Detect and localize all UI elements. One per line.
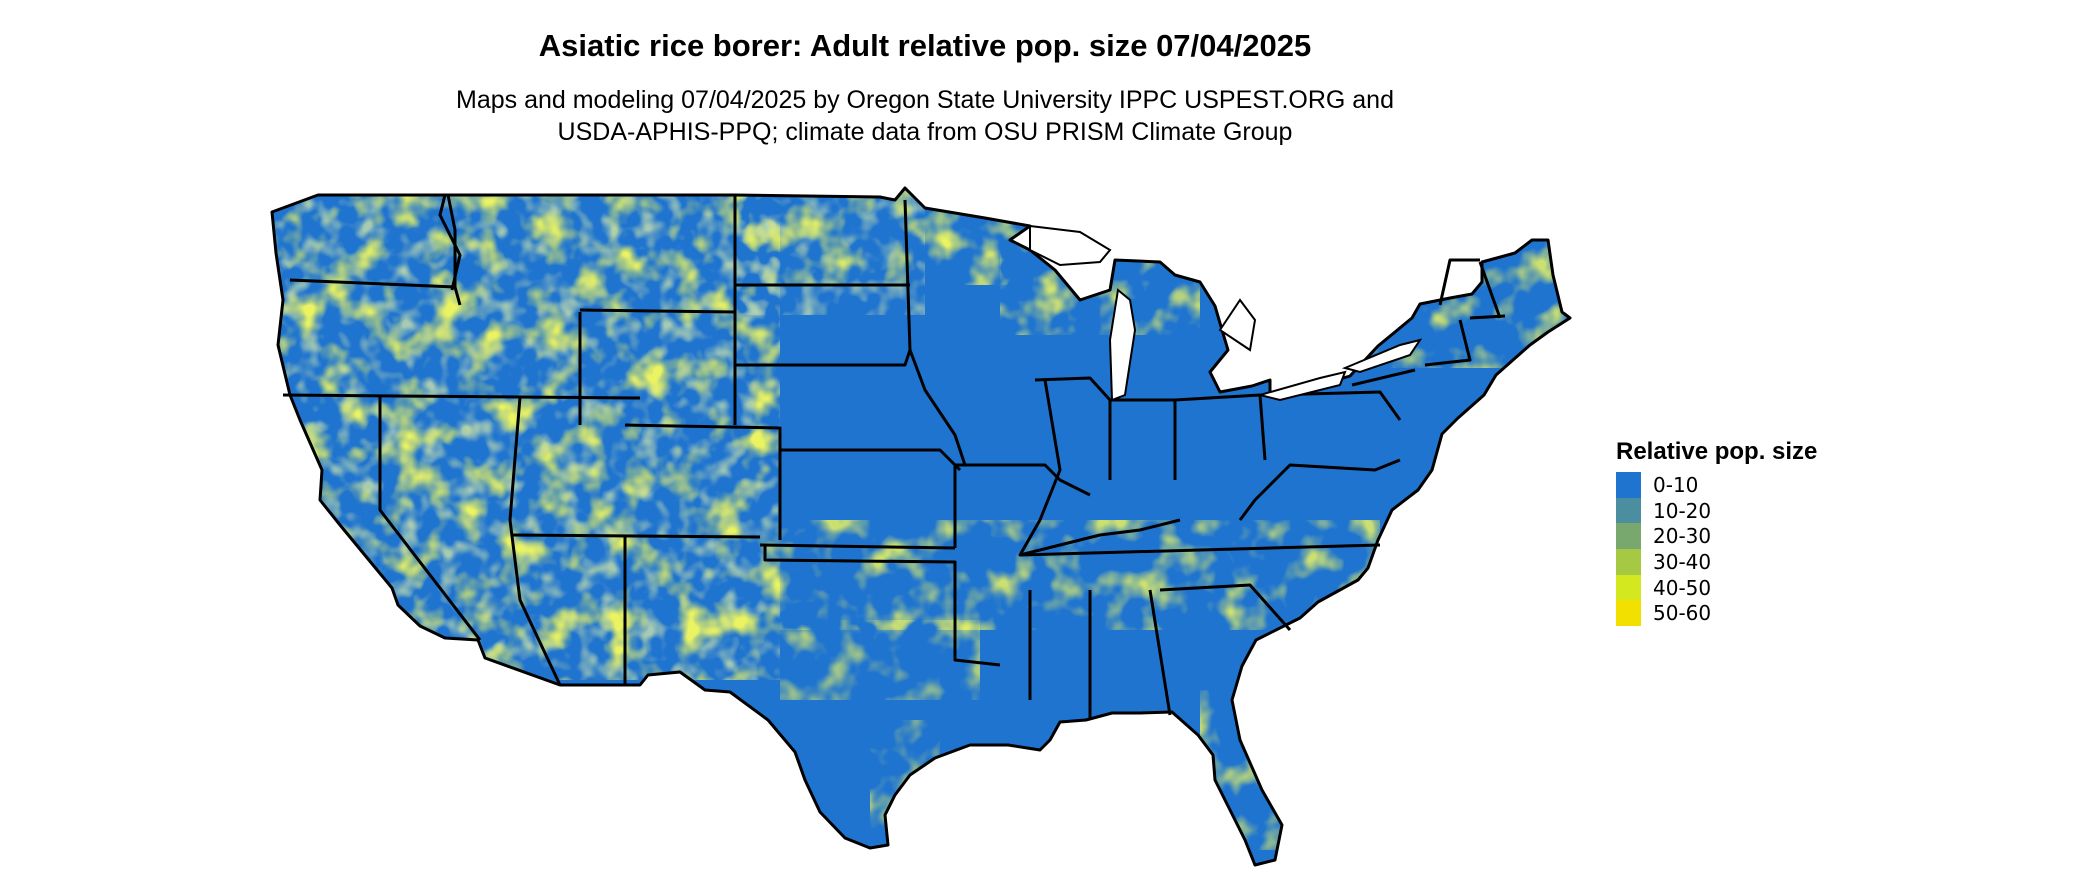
legend-item: 50-60 (1616, 600, 1817, 627)
subtitle-line-1: Maps and modeling 07/04/2025 by Oregon S… (456, 86, 1394, 114)
legend-items: 0-10 10-20 20-30 30-40 40-50 50-60 (1616, 472, 1817, 627)
subtitle-line-2: USDA-APHIS-PPQ; climate data from OSU PR… (557, 118, 1293, 146)
legend-swatch (1616, 549, 1641, 575)
legend-swatch (1616, 574, 1641, 601)
map-subtitle: Maps and modeling 07/04/2025 by Oregon S… (0, 84, 1850, 148)
legend: Relative pop. size 0-10 10-20 20-30 30-40 40… (1616, 438, 1818, 627)
legend-swatch (1616, 523, 1641, 550)
legend-label: 0-10 (1653, 472, 1699, 497)
legend-label: 20-30 (1653, 524, 1712, 549)
great-lakes (1029, 224, 1423, 402)
legend-label: 50-60 (1653, 601, 1712, 626)
map-title: Asiatic rice borer: Adult relative pop. … (538, 28, 1312, 63)
legend-item: 0-10 (1616, 472, 1817, 498)
legend-item: 20-30 (1616, 523, 1817, 550)
legend-swatch (1616, 600, 1641, 627)
legend-item: 40-50 (1616, 574, 1817, 601)
mottled-zone-west (272, 188, 780, 680)
legend-label: 10-20 (1653, 498, 1712, 523)
legend-label: 40-50 (1653, 575, 1712, 600)
legend-swatch (1616, 472, 1641, 498)
legend-label: 30-40 (1653, 549, 1712, 574)
legend-title: Relative pop. size (1616, 438, 1818, 465)
legend-item: 10-20 (1616, 497, 1817, 524)
legend-item: 30-40 (1616, 549, 1817, 575)
legend-swatch (1616, 497, 1641, 524)
